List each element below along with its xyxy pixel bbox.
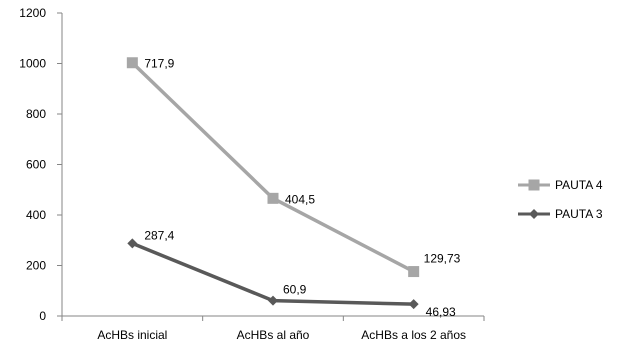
- data-label: 404,5: [285, 192, 315, 206]
- series-layer: [126, 57, 420, 310]
- data-point: [126, 57, 138, 69]
- data-point: [408, 266, 420, 278]
- y-tick-label: 800: [26, 107, 46, 121]
- legend-label: PAUTA 3: [555, 207, 603, 221]
- data-point: [408, 299, 419, 310]
- y-tick-label: 200: [26, 259, 46, 273]
- legend: PAUTA 4 PAUTA 3: [518, 178, 603, 221]
- y-tick-label: 0: [39, 309, 46, 323]
- axes: 0 200 400 600 800 1000 1200 AcHBs inicial AcHBs …: [19, 6, 485, 342]
- data-point: [268, 295, 278, 306]
- series-line: [131, 61, 415, 274]
- x-category-label: AcHBs a los 2 años: [361, 328, 466, 342]
- data-label: 717,9: [144, 57, 174, 71]
- x-category-label: AcHBs al año: [237, 328, 310, 342]
- data-point: [127, 238, 138, 249]
- legend-marker: [528, 179, 540, 191]
- legend-marker: [529, 209, 539, 219]
- data-label: 60,9: [283, 283, 307, 297]
- y-tick-label: 400: [26, 208, 46, 222]
- y-tick-label: 600: [26, 158, 46, 172]
- data-label: 287,4: [144, 228, 174, 242]
- legend-label: PAUTA 4: [555, 178, 603, 192]
- y-tick-label: 1200: [19, 6, 46, 20]
- data-point: [267, 192, 279, 204]
- data-label: 129,73: [424, 252, 461, 266]
- x-category-label: AcHBs inicial: [97, 328, 167, 342]
- data-labels: 717,9 404,5 129,73 287,4 60,9 46,93: [144, 57, 460, 319]
- series-line: [131, 241, 414, 306]
- y-tick-label: 1000: [19, 57, 46, 71]
- data-label: 46,93: [426, 305, 456, 319]
